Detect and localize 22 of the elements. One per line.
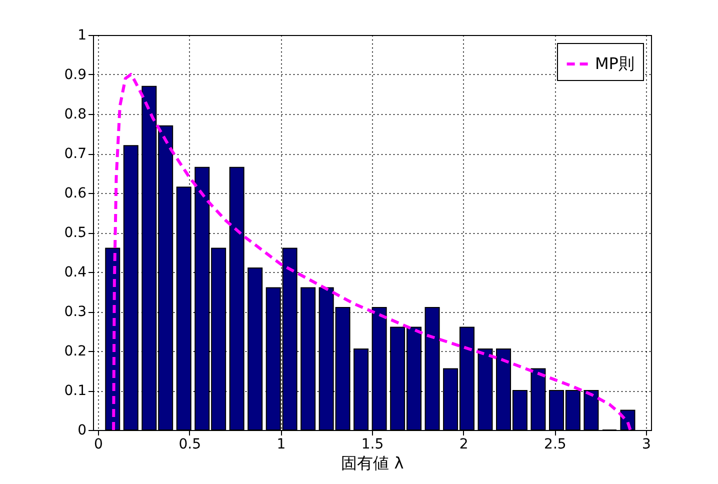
x-tick-label: 0: [94, 436, 103, 452]
x-tick-label: 3: [642, 436, 651, 452]
line-series: [112, 73, 632, 432]
y-tick-label: 1: [78, 28, 86, 44]
legend-label: MP則: [595, 54, 634, 73]
x-tick-label: 0.5: [178, 436, 201, 452]
y-tick-label: 0.3: [64, 304, 86, 320]
x-tick-label: 1: [276, 436, 286, 452]
y-tick-label: 0.8: [64, 106, 86, 122]
x-tick-label: 2.5: [544, 436, 566, 452]
y-tick-label: 0.5: [64, 225, 86, 241]
x-tick-label: 1.5: [361, 436, 384, 452]
y-tick-label: 0.1: [64, 383, 86, 399]
y-tick-label: 0: [78, 422, 86, 438]
y-tick-label: 0.9: [64, 67, 86, 83]
y-tick-label: 0.6: [64, 186, 87, 202]
x-tick-label: 2: [459, 436, 468, 452]
y-tick-label: 0.4: [64, 264, 87, 280]
y-tick-label: 0.7: [64, 146, 86, 162]
x-axis-title: 固有値 λ: [341, 454, 404, 472]
y-tick-label: 0.2: [64, 344, 86, 360]
bar: [300, 287, 316, 430]
